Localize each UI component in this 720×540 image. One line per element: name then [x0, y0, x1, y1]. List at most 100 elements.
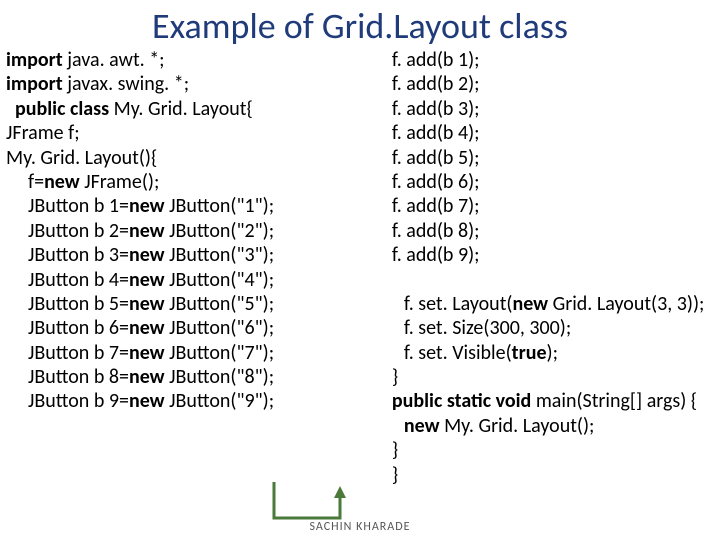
- code-line: JButton b 7=new JButton("7");: [6, 341, 360, 365]
- code-token: public class: [6, 97, 114, 121]
- code-token: main(String[] args) {: [536, 389, 697, 413]
- code-token: javax. swing. *;: [67, 72, 189, 96]
- code-token: new: [129, 365, 169, 389]
- code-line: JButton b 6=new JButton("6");: [6, 316, 360, 340]
- code-line: JButton b 4=new JButton("4");: [6, 268, 360, 292]
- code-token: f. add(b 5);: [392, 146, 480, 170]
- code-token: JButton("9");: [169, 389, 274, 413]
- code-token: new: [129, 268, 169, 292]
- code-token: My. Grid. Layout(){: [6, 146, 157, 170]
- code-token: );: [547, 341, 558, 365]
- code-token: import: [6, 72, 67, 96]
- code-line: f. add(b 2);: [370, 72, 714, 96]
- code-line: }: [370, 438, 714, 462]
- code-line: import java. awt. *;: [6, 48, 360, 72]
- code-token: f. add(b 9);: [392, 243, 480, 267]
- slide: { "title": "Example of Grid.Layout class…: [0, 0, 720, 540]
- code-token: new: [129, 243, 169, 267]
- code-token: true: [512, 341, 547, 365]
- code-token: new: [129, 292, 169, 316]
- code-line: }: [370, 463, 714, 487]
- code-right-column: f. add(b 1);f. add(b 2);f. add(b 3);f. a…: [360, 48, 714, 487]
- code-token: JButton("5");: [169, 292, 274, 316]
- code-line: [370, 268, 714, 292]
- code-token: JFrame f;: [6, 121, 80, 145]
- code-line: JButton b 1=new JButton("1");: [6, 194, 360, 218]
- code-line: new My. Grid. Layout();: [370, 414, 714, 438]
- code-token: f. set. Size(300, 300);: [404, 316, 571, 340]
- code-line: JFrame f;: [6, 121, 360, 145]
- code-left-column: import java. awt. *;import javax. swing.…: [6, 48, 360, 487]
- code-token: JFrame();: [84, 170, 159, 194]
- code-token: new: [129, 219, 169, 243]
- code-token: f. set. Layout(: [404, 292, 513, 316]
- code-token: JButton b 6=: [28, 316, 129, 340]
- code-token: JButton b 7=: [28, 341, 129, 365]
- code-token: f. add(b 4);: [392, 121, 480, 145]
- code-line: My. Grid. Layout(){: [6, 146, 360, 170]
- author-footer: SACHIN KHARADE: [0, 520, 720, 534]
- code-token: }: [392, 365, 398, 389]
- code-columns: import java. awt. *;import javax. swing.…: [0, 48, 720, 487]
- code-line: JButton b 9=new JButton("9");: [6, 389, 360, 413]
- code-line: f. set. Size(300, 300);: [370, 316, 714, 340]
- code-token: JButton b 5=: [28, 292, 129, 316]
- code-line: }: [370, 365, 714, 389]
- code-token: JButton b 9=: [28, 389, 129, 413]
- code-line: f=new JFrame();: [6, 170, 360, 194]
- code-token: JButton b 1=: [28, 194, 129, 218]
- code-token: My. Grid. Layout{: [114, 97, 253, 121]
- code-line: f. add(b 4);: [370, 121, 714, 145]
- code-token: new: [512, 292, 552, 316]
- code-token: f. add(b 6);: [392, 170, 480, 194]
- code-token: new: [129, 341, 169, 365]
- code-token: f. add(b 1);: [392, 48, 480, 72]
- slide-title: Example of Grid.Layout class: [0, 0, 720, 48]
- code-token: JButton b 8=: [28, 365, 129, 389]
- code-line: JButton b 3=new JButton("3");: [6, 243, 360, 267]
- code-token: f. add(b 2);: [392, 72, 480, 96]
- code-token: JButton("8");: [169, 365, 274, 389]
- code-token: Grid. Layout(3, 3));: [553, 292, 705, 316]
- code-line: f. add(b 9);: [370, 243, 714, 267]
- code-token: }: [392, 438, 398, 462]
- code-line: public static void main(String[] args) {: [370, 389, 714, 413]
- code-token: f. add(b 3);: [392, 97, 480, 121]
- code-token: JButton("1");: [169, 194, 274, 218]
- code-token: JButton b 4=: [28, 268, 129, 292]
- code-token: JButton("3");: [169, 243, 274, 267]
- code-token: JButton b 3=: [28, 243, 129, 267]
- code-token: JButton b 2=: [28, 219, 129, 243]
- code-token: [392, 268, 397, 292]
- code-line: JButton b 2=new JButton("2");: [6, 219, 360, 243]
- code-token: public static void: [392, 389, 536, 413]
- code-token: }: [392, 463, 398, 487]
- code-line: f. add(b 5);: [370, 146, 714, 170]
- code-token: java. awt. *;: [67, 48, 164, 72]
- code-line: f. add(b 1);: [370, 48, 714, 72]
- code-token: f. set. Visible(: [404, 341, 512, 365]
- code-token: JButton("2");: [169, 219, 274, 243]
- code-token: import: [6, 48, 67, 72]
- code-token: My. Grid. Layout();: [444, 414, 594, 438]
- code-token: JButton("6");: [169, 316, 274, 340]
- code-token: JButton("7");: [169, 341, 274, 365]
- code-line: f. add(b 8);: [370, 219, 714, 243]
- code-token: f=: [28, 170, 44, 194]
- code-line: f. add(b 6);: [370, 170, 714, 194]
- code-token: new: [129, 389, 169, 413]
- code-token: new: [129, 316, 169, 340]
- code-token: f. add(b 8);: [392, 219, 480, 243]
- code-line: f. add(b 3);: [370, 97, 714, 121]
- code-line: f. add(b 7);: [370, 194, 714, 218]
- code-token: new: [129, 194, 169, 218]
- code-line: JButton b 8=new JButton("8");: [6, 365, 360, 389]
- code-line: import javax. swing. *;: [6, 72, 360, 96]
- code-line: f. set. Layout(new Grid. Layout(3, 3));: [370, 292, 714, 316]
- code-token: JButton("4");: [169, 268, 274, 292]
- code-token: new: [44, 170, 84, 194]
- code-line: JButton b 5=new JButton("5");: [6, 292, 360, 316]
- code-token: new: [404, 414, 444, 438]
- code-line: f. set. Visible(true);: [370, 341, 714, 365]
- code-token: f. add(b 7);: [392, 194, 480, 218]
